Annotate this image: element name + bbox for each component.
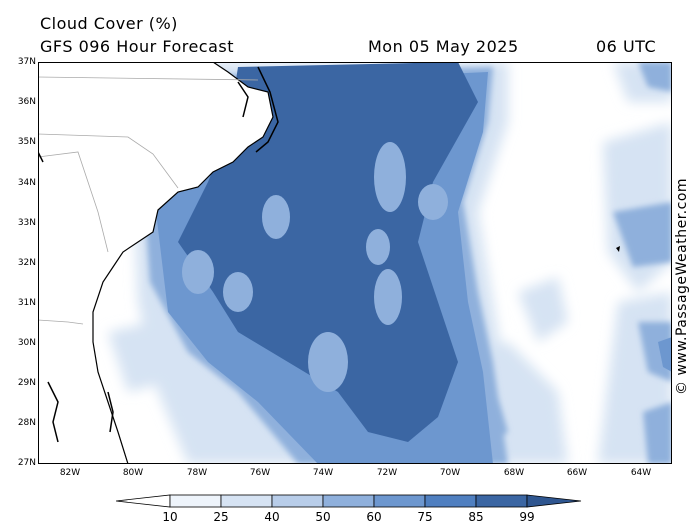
lat-label: 27N [17,458,36,468]
lat-label: 28N [17,418,36,428]
lon-label: 66W [566,468,588,478]
forecast-subtitle: GFS 096 Hour Forecast [40,37,235,56]
map-frame [38,62,672,464]
lon-label: 78W [186,468,208,478]
lon-label: 64W [630,468,652,478]
land-mass [38,62,274,464]
colorbar-segment [322,494,375,508]
map-title: Cloud Cover (%) [40,14,178,33]
colorbar-segment [373,494,426,508]
lat-label: 37N [17,57,36,67]
colorbar-label: 60 [366,510,382,524]
colorbar-segment [475,494,528,508]
lon-label: 68W [503,468,525,478]
colorbar-right-arrow [526,494,582,508]
lat-label: 29N [17,378,36,388]
colorbar-segment [169,494,222,508]
cloud-gaps [182,142,448,392]
lon-label: 74W [312,468,334,478]
colorbar-label: 40 [264,510,280,524]
lat-label: 32N [17,258,36,268]
colorbar-segment [271,494,324,508]
island [616,246,620,252]
colorbar-label: 50 [315,510,331,524]
lat-label: 35N [17,137,36,147]
lon-label: 82W [59,468,81,478]
lon-label: 72W [376,468,398,478]
lat-label: 33N [17,218,36,228]
colorbar-segment [424,494,477,508]
cloud-cover-map [38,62,672,464]
colorbar-label: 85 [468,510,484,524]
state-borders [38,76,259,325]
colorbar-label: 25 [213,510,229,524]
colorbar-label: 99 [519,510,535,524]
forecast-date: Mon 05 May 2025 [368,37,519,56]
colorbar-label: 10 [162,510,178,524]
lat-label: 36N [17,97,36,107]
colorbar-segment [220,494,273,508]
lat-label: 31N [17,298,36,308]
lat-label: 30N [17,338,36,348]
forecast-time: 06 UTC [596,37,657,56]
lon-label: 76W [249,468,271,478]
colorbar [116,494,582,508]
colorbar-label: 75 [417,510,433,524]
credit-text: © www.PassageWeather.com [674,177,690,395]
colorbar-left-arrow [116,494,171,508]
lon-label: 80W [122,468,144,478]
lon-label: 70W [439,468,461,478]
lat-label: 34N [17,178,36,188]
